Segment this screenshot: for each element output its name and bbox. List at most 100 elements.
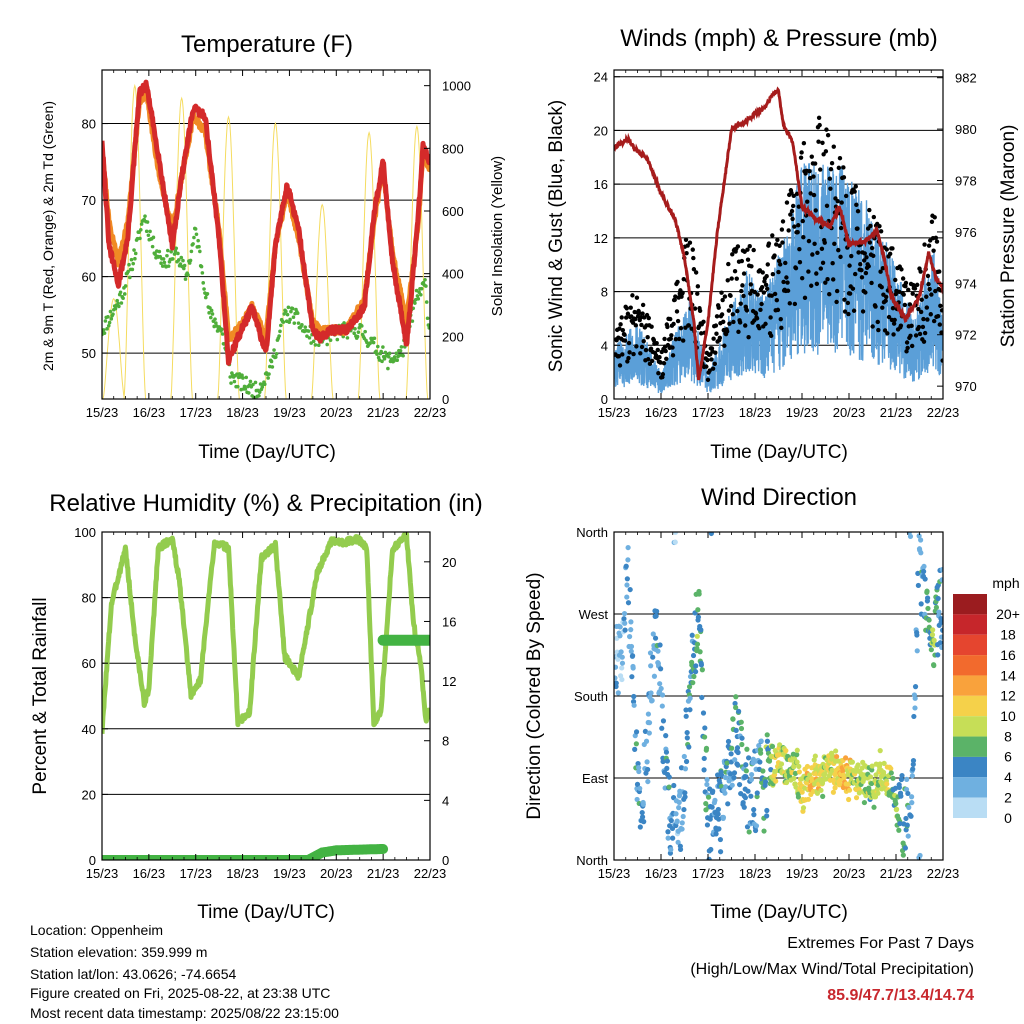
direction-point: [904, 776, 910, 782]
direction-point: [624, 582, 630, 588]
gust-point: [633, 323, 639, 328]
gust-point: [705, 377, 711, 382]
dewpoint-point: [374, 349, 378, 354]
gust-point: [926, 281, 931, 287]
direction-point: [743, 768, 749, 774]
y-tick-label: 0: [89, 853, 96, 868]
direction-point: [855, 762, 861, 768]
gust-point: [825, 277, 830, 282]
direction-point: [926, 617, 932, 623]
colorbar-label: 10: [1000, 708, 1016, 724]
direction-point: [703, 745, 710, 751]
direction-point: [743, 762, 749, 768]
gust-point: [884, 294, 889, 300]
gust-point: [908, 333, 913, 339]
direction-point: [622, 627, 628, 633]
direction-point: [849, 759, 855, 765]
direction-point: [632, 746, 638, 752]
direction-point: [722, 790, 728, 796]
gust-point: [712, 361, 717, 367]
direction-point: [884, 781, 890, 787]
y-tick-label: 4: [601, 338, 608, 353]
gust-point: [735, 244, 741, 249]
direction-point: [615, 656, 621, 662]
gust-point: [838, 225, 844, 231]
direction-point: [631, 693, 637, 700]
dewpoint-point: [381, 345, 385, 349]
dewpoint-point: [188, 258, 193, 263]
direction-point: [837, 777, 843, 783]
direction-point: [792, 770, 799, 777]
solar-insolation-pulse: [170, 96, 193, 399]
gust-point: [939, 330, 943, 335]
gust-point: [765, 286, 770, 292]
gust-point: [807, 168, 812, 174]
gust-point: [924, 294, 929, 299]
gust-point: [931, 318, 937, 324]
direction-point: [619, 676, 625, 683]
direction-point: [715, 806, 721, 813]
gust-point: [655, 347, 661, 353]
gust-point: [929, 292, 934, 297]
dewpoint-point: [279, 323, 283, 328]
direction-point: [687, 695, 693, 701]
direction-point: [735, 762, 741, 768]
direction-point: [650, 654, 656, 660]
wind-direction-chart-title: Wind Direction: [701, 484, 857, 511]
gust-point: [819, 246, 825, 251]
direction-point: [639, 814, 646, 820]
winds-chart-title: Winds (mph) & Pressure (mb): [620, 25, 937, 52]
gust-point: [630, 320, 636, 325]
extremes-subtitle: (High/Low/Max Wind/Total Precipitation): [690, 961, 974, 978]
dewpoint-point: [424, 284, 428, 288]
gust-point: [766, 241, 772, 246]
gust-point: [797, 246, 802, 252]
x-tick-label: 15/23: [598, 866, 631, 881]
dewpoint-point: [426, 323, 430, 327]
dewpoint-point: [118, 290, 123, 295]
gust-point: [824, 203, 830, 208]
dewpoint-point: [243, 387, 248, 391]
direction-point: [899, 772, 905, 779]
gust-point: [646, 357, 651, 362]
dewpoint-point: [138, 227, 143, 232]
gust-point: [616, 354, 622, 359]
gust-point: [808, 191, 813, 196]
direction-point: [630, 665, 636, 671]
dewpoint-point: [289, 309, 293, 314]
direction-point: [795, 794, 802, 800]
x-tick-label: 15/23: [598, 405, 631, 420]
dewpoint-point: [397, 353, 402, 358]
direction-point: [888, 766, 894, 772]
y-tick-label: 12: [594, 231, 608, 246]
gust-point: [869, 245, 875, 251]
direction-point: [665, 829, 671, 835]
direction-point: [868, 774, 874, 780]
gust-point: [649, 358, 655, 364]
direction-point: [877, 761, 883, 767]
dewpoint-point: [325, 342, 329, 347]
direction-point: [697, 649, 703, 655]
direction-point: [922, 576, 928, 582]
direction-point: [830, 789, 836, 795]
direction-point: [877, 748, 883, 754]
direction-point: [717, 836, 724, 843]
colorbar-label: 6: [1004, 749, 1012, 765]
2m-temperature-line: [102, 79, 430, 366]
gust-point: [880, 305, 885, 310]
direction-point: [804, 763, 811, 770]
gust-point: [755, 292, 760, 297]
dewpoint-point: [413, 301, 417, 305]
gust-point: [711, 336, 716, 341]
direction-point: [733, 727, 739, 733]
gust-point: [900, 276, 906, 281]
gust-point: [859, 275, 865, 280]
plot-area: [614, 76, 943, 399]
y-tick-label: 50: [82, 346, 96, 361]
gust-point: [670, 353, 676, 358]
gust-point: [684, 250, 689, 256]
dewpoint-point: [246, 391, 251, 395]
gust-point: [922, 242, 927, 247]
dewpoint-point: [145, 220, 150, 224]
wind-direction-y-axis-title: Direction (Colored By Speed): [524, 572, 545, 819]
